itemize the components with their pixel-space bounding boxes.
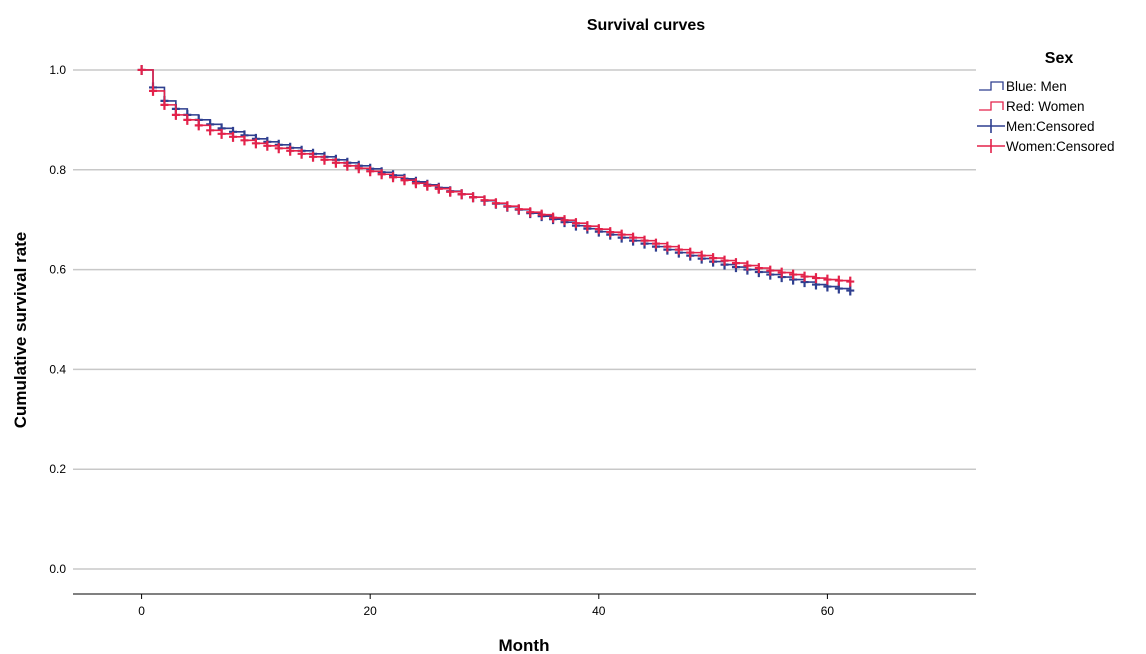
censor-mark-women xyxy=(457,189,466,200)
censor-mark-women xyxy=(217,128,226,139)
legend-label: Blue: Men xyxy=(1006,79,1067,94)
censor-mark-women xyxy=(229,131,238,142)
censor-mark-women xyxy=(549,212,558,223)
censor-mark-women xyxy=(491,198,500,209)
censor-mark-women xyxy=(663,241,672,252)
y-axis-title: Cumulative survival rate xyxy=(11,232,30,429)
censor-mark-women xyxy=(366,166,375,177)
censor-mark-women xyxy=(811,273,820,284)
censor-mark-women xyxy=(309,151,318,162)
y-tick-label: 0.8 xyxy=(49,163,66,177)
censor-mark-women xyxy=(571,218,580,229)
censor-mark-women xyxy=(720,255,729,266)
y-tick-label: 0.2 xyxy=(49,462,66,476)
censor-mark-women xyxy=(389,172,398,183)
series-layer xyxy=(137,64,855,296)
x-tick-label: 60 xyxy=(821,604,835,618)
legend-label: Men:Censored xyxy=(1006,119,1095,134)
censor-mark-women xyxy=(194,120,203,131)
censor-mark-women xyxy=(286,145,295,156)
censor-mark-women xyxy=(640,235,649,246)
censor-mark-women xyxy=(617,229,626,240)
censor-mark-women xyxy=(514,204,523,215)
censor-mark-women xyxy=(594,224,603,235)
censor-mark-women xyxy=(297,148,306,159)
censor-mark-women xyxy=(354,163,363,174)
censor-mark-women xyxy=(800,271,809,282)
y-axis-ticks: 0.0 0.2 0.4 0.6 0.8 1.0 xyxy=(49,63,66,576)
y-tick-label: 0.0 xyxy=(49,562,66,576)
censor-mark-women xyxy=(846,276,855,287)
censor-mark-women xyxy=(674,244,683,255)
censor-mark-women xyxy=(377,169,386,180)
censor-mark-women xyxy=(251,138,260,149)
censor-mark-women xyxy=(137,64,146,75)
censor-mark-women xyxy=(469,192,478,203)
censor-mark-women xyxy=(240,135,249,146)
y-tick-label: 0.6 xyxy=(49,263,66,277)
censor-mark-women xyxy=(651,238,660,249)
censor-mark-women xyxy=(320,154,329,165)
censor-mark-women xyxy=(560,215,569,226)
censor-mark-women xyxy=(206,125,215,136)
censor-mark-women xyxy=(754,263,763,274)
censor-mark-women xyxy=(149,85,158,96)
censor-mark-women xyxy=(823,274,832,285)
series-line-women xyxy=(141,69,852,282)
y-tick-label: 1.0 xyxy=(49,63,66,77)
censor-mark-women xyxy=(697,250,706,261)
x-tick-label: 40 xyxy=(592,604,606,618)
censor-mark-women xyxy=(480,195,489,206)
censor-mark-women xyxy=(537,209,546,220)
x-axis-title: Month xyxy=(499,636,550,654)
legend-label: Women:Censored xyxy=(1006,139,1115,154)
censor-mark-women xyxy=(789,269,798,280)
legend: Sex Blue: Men Red: Women Men:Censored Women… xyxy=(977,50,1115,154)
legend-censor-symbol xyxy=(977,139,1005,153)
censor-mark-women xyxy=(686,247,695,258)
censor-mark-women xyxy=(834,275,843,286)
censor-mark-women xyxy=(777,267,786,278)
censor-mark-women xyxy=(423,180,432,191)
censor-mark-women xyxy=(583,221,592,232)
x-axis-ticks: 0 20 40 60 xyxy=(138,594,834,618)
x-tick-label: 20 xyxy=(364,604,378,618)
legend-line-symbol xyxy=(979,101,1004,111)
censor-mark-women xyxy=(446,186,455,197)
gridlines xyxy=(73,69,976,570)
censor-mark-men xyxy=(846,285,855,296)
legend-censor-symbol xyxy=(977,119,1005,133)
censor-mark-women xyxy=(766,265,775,276)
censor-mark-women xyxy=(411,178,420,189)
censor-mark-women xyxy=(400,175,409,186)
censor-mark-women xyxy=(731,258,740,269)
censor-mark-women xyxy=(434,183,443,194)
censor-mark-women xyxy=(274,143,283,154)
censor-mark-women xyxy=(263,140,272,151)
censor-mark-women xyxy=(343,160,352,171)
legend-label: Red: Women xyxy=(1006,99,1085,114)
censor-mark-women xyxy=(160,99,169,110)
series-line-men xyxy=(141,69,852,291)
legend-line-symbol xyxy=(979,81,1004,91)
censor-mark-women xyxy=(709,253,718,264)
censor-mark-women xyxy=(743,260,752,271)
chart-title: Survival curves xyxy=(587,17,705,34)
censor-mark-women xyxy=(503,201,512,212)
censor-mark-women xyxy=(526,207,535,218)
y-tick-label: 0.4 xyxy=(49,362,66,376)
legend-title: Sex xyxy=(1045,50,1074,67)
censor-mark-women xyxy=(183,114,192,125)
x-tick-label: 0 xyxy=(138,604,145,618)
censor-mark-women xyxy=(171,109,180,120)
censor-mark-women xyxy=(331,157,340,168)
censor-mark-women xyxy=(629,232,638,243)
censor-mark-women xyxy=(606,227,615,238)
